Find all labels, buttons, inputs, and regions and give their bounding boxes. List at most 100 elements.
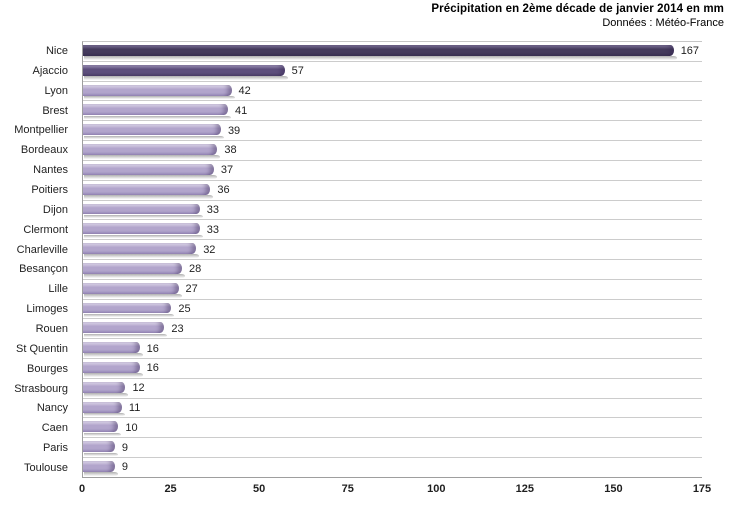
bar-value-label: 41	[235, 104, 248, 117]
bar-value-label: 33	[206, 203, 219, 216]
bar-row: 57	[83, 62, 702, 82]
bar	[83, 302, 172, 314]
bar	[83, 282, 179, 294]
category-label: Rouen	[35, 322, 68, 335]
bar	[83, 381, 126, 393]
bar-floor-shadow	[84, 452, 118, 457]
bar-floor-shadow	[84, 412, 125, 417]
category-label: Charleville	[16, 243, 68, 256]
category-label: Paris	[42, 442, 68, 455]
category-label: Clermont	[23, 223, 68, 236]
bar-row: 38	[83, 141, 702, 161]
bar	[83, 322, 165, 334]
bar-value-label: 27	[185, 283, 198, 296]
x-tick-label: 125	[515, 483, 535, 495]
bar-row: 39	[83, 121, 702, 142]
category-label: Nantes	[33, 164, 68, 177]
x-tick-label: 75	[341, 483, 354, 495]
bar	[83, 461, 115, 472]
category-label: Brest	[42, 104, 68, 117]
bar-value-label: 42	[238, 85, 251, 98]
bar-floor-shadow	[84, 115, 232, 120]
chart-title: Précipitation en 2ème décade de janvier …	[431, 3, 724, 15]
bar	[83, 144, 218, 155]
category-label: Lille	[48, 283, 68, 296]
bar-row: 37	[83, 161, 702, 181]
bar-floor-shadow	[84, 95, 235, 100]
bar-floor-shadow	[84, 194, 214, 199]
bar-floor-shadow	[84, 175, 217, 179]
bar-value-label: 9	[121, 461, 128, 474]
bar-value-label: 16	[146, 362, 159, 375]
category-labels: Nice Ajaccio Lyon Brest Montpellier Bordeaux N…	[0, 41, 75, 478]
bar	[83, 124, 221, 136]
bar-row: 33	[83, 201, 702, 221]
bar	[83, 362, 140, 373]
bar-row: 9	[83, 438, 702, 459]
x-tick-label: 175	[692, 483, 712, 495]
bar-row: 16	[83, 339, 702, 359]
bar-value-label: 57	[291, 65, 304, 78]
bar	[83, 183, 211, 195]
bar-value-label: 16	[146, 342, 159, 355]
category-label: Ajaccio	[32, 64, 68, 77]
bar	[83, 163, 214, 175]
bar-row: 25	[83, 300, 702, 320]
bar-row: 11	[83, 399, 702, 419]
bar-floor-shadow	[84, 234, 203, 239]
bar-floor-shadow	[84, 393, 129, 397]
bar-row: 32	[83, 240, 702, 260]
category-label: Poitiers	[31, 183, 68, 196]
bar	[83, 64, 285, 76]
x-tick-label: 25	[164, 483, 177, 495]
bar	[83, 84, 232, 96]
bar-value-label: 39	[227, 124, 241, 137]
bar-row: 23	[83, 319, 702, 340]
chart-header: Précipitation en 2ème décade de janvier …	[431, 3, 724, 29]
bar	[83, 203, 200, 215]
bar-value-label: 23	[171, 322, 184, 335]
bar-value-label: 36	[217, 184, 230, 197]
bar-row: 42	[83, 82, 702, 102]
bar-row: 33	[83, 220, 702, 241]
category-label: Besançon	[19, 263, 68, 276]
bar	[83, 421, 119, 433]
bar-value-label: 33	[206, 223, 219, 236]
bar-row: 9	[83, 458, 702, 477]
plot-rows: 167 57 42 41 39 38 37 36 33 33 32 28 27 25 23 16 16 12 11 1…	[82, 41, 702, 478]
bar-floor-shadow	[84, 432, 122, 437]
category-label: Bordeaux	[20, 144, 68, 157]
chart-subtitle: Données : Météo-France	[602, 17, 724, 29]
category-label: Strasbourg	[14, 382, 68, 395]
bar-row: 10	[83, 418, 702, 439]
bar	[83, 243, 197, 255]
bar-row: 16	[83, 359, 702, 379]
bar	[83, 45, 674, 56]
bar-floor-shadow	[84, 353, 143, 358]
category-label: Limoges	[26, 303, 68, 316]
bar-value-label: 38	[224, 144, 237, 157]
bar-value-label: 28	[189, 263, 202, 276]
bar-floor-shadow	[84, 313, 175, 318]
bar	[83, 441, 115, 453]
bar-value-label: 32	[203, 243, 216, 256]
category-label: St Quentin	[16, 342, 68, 355]
bar-value-label: 10	[125, 421, 138, 434]
bar-floor-shadow	[84, 294, 182, 298]
bar-value-label: 9	[121, 441, 128, 454]
x-tick-label: 0	[78, 483, 86, 495]
bar-row: 167	[83, 42, 702, 62]
bar-row: 12	[83, 379, 702, 399]
bar-value-label: 11	[128, 402, 141, 415]
x-tick-label: 150	[604, 483, 623, 495]
bar-value-label: 37	[220, 164, 234, 177]
bar-floor-shadow	[84, 76, 288, 80]
x-axis: 0 25 50 75 100 125 150 175	[79, 483, 711, 499]
bar-value-label: 25	[178, 302, 191, 315]
bar-floor-shadow	[84, 56, 677, 60]
bar-floor-shadow	[84, 155, 221, 159]
category-label: Bourges	[27, 362, 68, 375]
bar-value-label: 167	[680, 45, 700, 58]
bar-row: 36	[83, 181, 702, 201]
